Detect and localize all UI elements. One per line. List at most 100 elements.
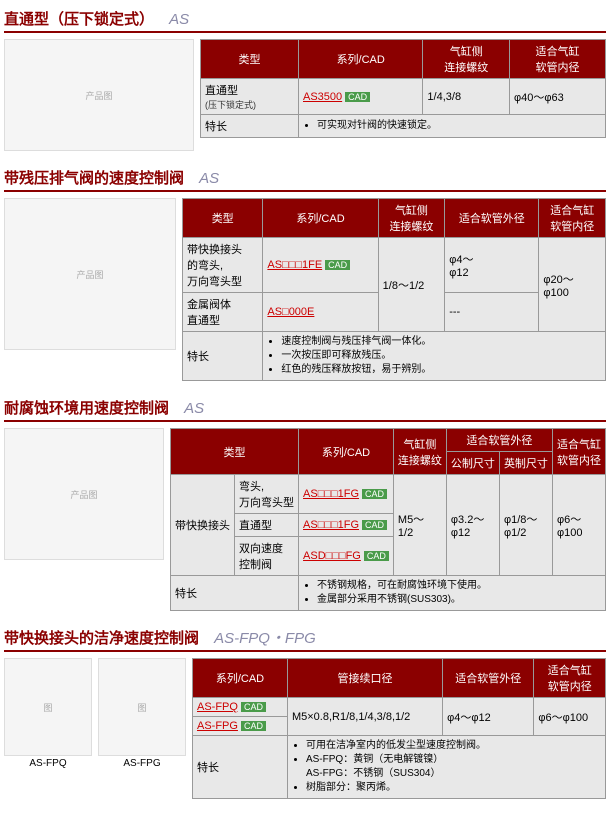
product-images: 图AS-FPQ 图AS-FPG [4, 658, 186, 769]
th-port: 管接续口径 [287, 659, 442, 698]
section-title: 带快换接头的洁净速度控制阀 [4, 630, 199, 647]
feature-row: 特长 可实现对针阀的快速锁定。 [201, 115, 606, 138]
th-series: 系列/CAD [193, 659, 288, 698]
th-series: 系列/CAD [299, 40, 423, 79]
th-tube: 适合软管外径 [445, 199, 539, 238]
cell-thread: 1/8～1/2 [378, 238, 445, 332]
image-placeholder: 图 [98, 658, 186, 756]
section-title: 直通型（压下锁定式） [4, 11, 154, 28]
feature-row: 特长 速度控制阀与残压排气阀一体化。一次按压即可释放残压。红色的残压释放按钮，易… [183, 332, 606, 381]
cell-bore: φ40～φ63 [510, 79, 606, 115]
cell-sub: 直通型 [235, 514, 299, 537]
product-image: 产品图 [4, 428, 164, 560]
image-placeholder: 图 [4, 658, 92, 756]
cell-series: AS-FPGCAD [193, 717, 288, 736]
product-image: 产品图 [4, 198, 176, 350]
series-link[interactable]: AS-FPG [197, 720, 238, 732]
th-type: 类型 [201, 40, 299, 79]
cell-series: ASD□□□FGCAD [299, 537, 394, 576]
cad-badge[interactable]: CAD [362, 489, 387, 499]
cad-badge[interactable]: CAD [345, 92, 370, 102]
cell-type: 金属阀体 直通型 [183, 293, 263, 332]
spec-table: 系列/CAD 管接续口径 适合软管外径 适合气缸 软管内径 AS-FPQCAD … [192, 658, 606, 799]
image-placeholder: 产品图 [4, 428, 164, 560]
spec-table: 类型 系列/CAD 气缸侧 连接螺纹 适合软管外径 适合气缸 软管内径 公制尺寸… [170, 428, 606, 611]
section-code: AS [199, 170, 219, 187]
series-link[interactable]: AS-FPQ [197, 701, 238, 713]
cell-tube: φ4～ φ12 [445, 238, 539, 293]
series-link[interactable]: AS□000E [267, 306, 314, 318]
section-3: 耐腐蚀环境用速度控制阀 AS 产品图 类型 系列/CAD 气缸侧 连接螺纹 适合… [4, 397, 606, 611]
cell-series: AS-FPQCAD [193, 698, 288, 717]
cell-bore: φ20～ φ100 [539, 238, 606, 332]
cell-series: AS□□□1FGCAD [299, 514, 394, 537]
th-thread: 气缸侧 连接螺纹 [393, 429, 446, 475]
th-inch: 英制尺寸 [499, 452, 552, 475]
cad-badge[interactable]: CAD [362, 520, 387, 530]
cell-thread: 1/4,3/8 [423, 79, 510, 115]
cad-badge[interactable]: CAD [241, 721, 266, 731]
cell-bore: φ6～φ100 [534, 698, 606, 736]
th-bore: 适合气缸 软管内径 [510, 40, 606, 79]
section-header: 耐腐蚀环境用速度控制阀 AS [4, 397, 606, 422]
th-thread: 气缸侧 连接螺纹 [423, 40, 510, 79]
cad-badge[interactable]: CAD [364, 551, 389, 561]
th-bore: 适合气缸 软管内径 [552, 429, 605, 475]
cell-sub: 弯头, 万向弯头型 [235, 475, 299, 514]
cell-series: AS□□□1FGCAD [299, 475, 394, 514]
th-type: 类型 [183, 199, 263, 238]
section-code: AS [184, 400, 204, 417]
series-link[interactable]: AS□□□1FG [303, 519, 359, 531]
cad-badge[interactable]: CAD [241, 702, 266, 712]
feature-row: 特长 可用在洁净室内的低发尘型速度控制阀。AS-FPQ：黄铜（无电解镀镍） AS… [193, 736, 606, 799]
cell-thread: M5～ 1/2 [393, 475, 446, 576]
series-link[interactable]: AS3500 [303, 91, 342, 103]
series-link[interactable]: AS□□□1FE [267, 259, 322, 271]
feature-row: 特长 不锈钢规格，可在耐腐蚀环境下使用。金属部分采用不锈钢(SUS303)。 [171, 576, 606, 611]
th-tube: 适合软管外径 [443, 659, 534, 698]
feature-cell: 可用在洁净室内的低发尘型速度控制阀。AS-FPQ：黄铜（无电解镀镍） AS-FP… [287, 736, 605, 799]
cell-series: AS3500CAD [299, 79, 423, 115]
cell-series: AS□000E [263, 293, 378, 332]
spec-table: 类型 系列/CAD 气缸侧 连接螺纹 适合气缸 软管内径 直通型(压下锁定式) … [200, 39, 606, 138]
product-image: 产品图 [4, 39, 194, 151]
section-header: 直通型（压下锁定式） AS [4, 8, 606, 33]
table-row: AS-FPQCAD M5×0.8,R1/8,1/4,3/8,1/2 φ4～φ12… [193, 698, 606, 717]
th-type: 类型 [171, 429, 299, 475]
spec-table: 类型 系列/CAD 气缸侧 连接螺纹 适合软管外径 适合气缸 软管内径 带快换接… [182, 198, 606, 381]
series-link[interactable]: ASD□□□FG [303, 550, 361, 562]
table-row: 带快换接头 弯头, 万向弯头型 AS□□□1FGCAD M5～ 1/2 φ3.2… [171, 475, 606, 514]
section-header: 带残压排气阀的速度控制阀 AS [4, 167, 606, 192]
th-thread: 气缸侧 连接螺纹 [378, 199, 445, 238]
series-link[interactable]: AS□□□1FG [303, 488, 359, 500]
image-label: AS-FPG [98, 758, 186, 769]
th-bore: 适合气缸 软管内径 [539, 199, 606, 238]
section-1: 直通型（压下锁定式） AS 产品图 类型 系列/CAD 气缸侧 连接螺纹 适合气… [4, 8, 606, 151]
image-placeholder: 产品图 [4, 198, 176, 350]
feature-label: 特长 [193, 736, 288, 799]
feature-cell: 可实现对针阀的快速锁定。 [299, 115, 606, 138]
cell-inch: φ1/8～ φ1/2 [499, 475, 552, 576]
section-title: 带残压排气阀的速度控制阀 [4, 170, 184, 187]
cell-series: AS□□□1FECAD [263, 238, 378, 293]
section-title: 耐腐蚀环境用速度控制阀 [4, 400, 169, 417]
cell-bore: φ6～ φ100 [552, 475, 605, 576]
table-row: 带快换接头 的弯头, 万向弯头型 AS□□□1FECAD 1/8～1/2 φ4～… [183, 238, 606, 293]
image-placeholder: 产品图 [4, 39, 194, 151]
cad-badge[interactable]: CAD [325, 260, 350, 270]
cell-metric: φ3.2～ φ12 [446, 475, 499, 576]
cell-tube: φ4～φ12 [443, 698, 534, 736]
th-series: 系列/CAD [299, 429, 394, 475]
th-metric: 公制尺寸 [446, 452, 499, 475]
cell-group: 带快换接头 [171, 475, 235, 576]
section-code: AS-FPQ・FPG [214, 630, 316, 647]
section-header: 带快换接头的洁净速度控制阀 AS-FPQ・FPG [4, 627, 606, 652]
th-tube: 适合软管外径 [446, 429, 552, 452]
th-series: 系列/CAD [263, 199, 378, 238]
cell-type: 直通型(压下锁定式) [201, 79, 299, 115]
cell-sub: 双向速度 控制阀 [235, 537, 299, 576]
feature-cell: 不锈钢规格，可在耐腐蚀环境下使用。金属部分采用不锈钢(SUS303)。 [299, 576, 606, 611]
cell-tube: --- [445, 293, 539, 332]
section-2: 带残压排气阀的速度控制阀 AS 产品图 类型 系列/CAD 气缸侧 连接螺纹 适… [4, 167, 606, 381]
section-code: AS [169, 11, 189, 28]
